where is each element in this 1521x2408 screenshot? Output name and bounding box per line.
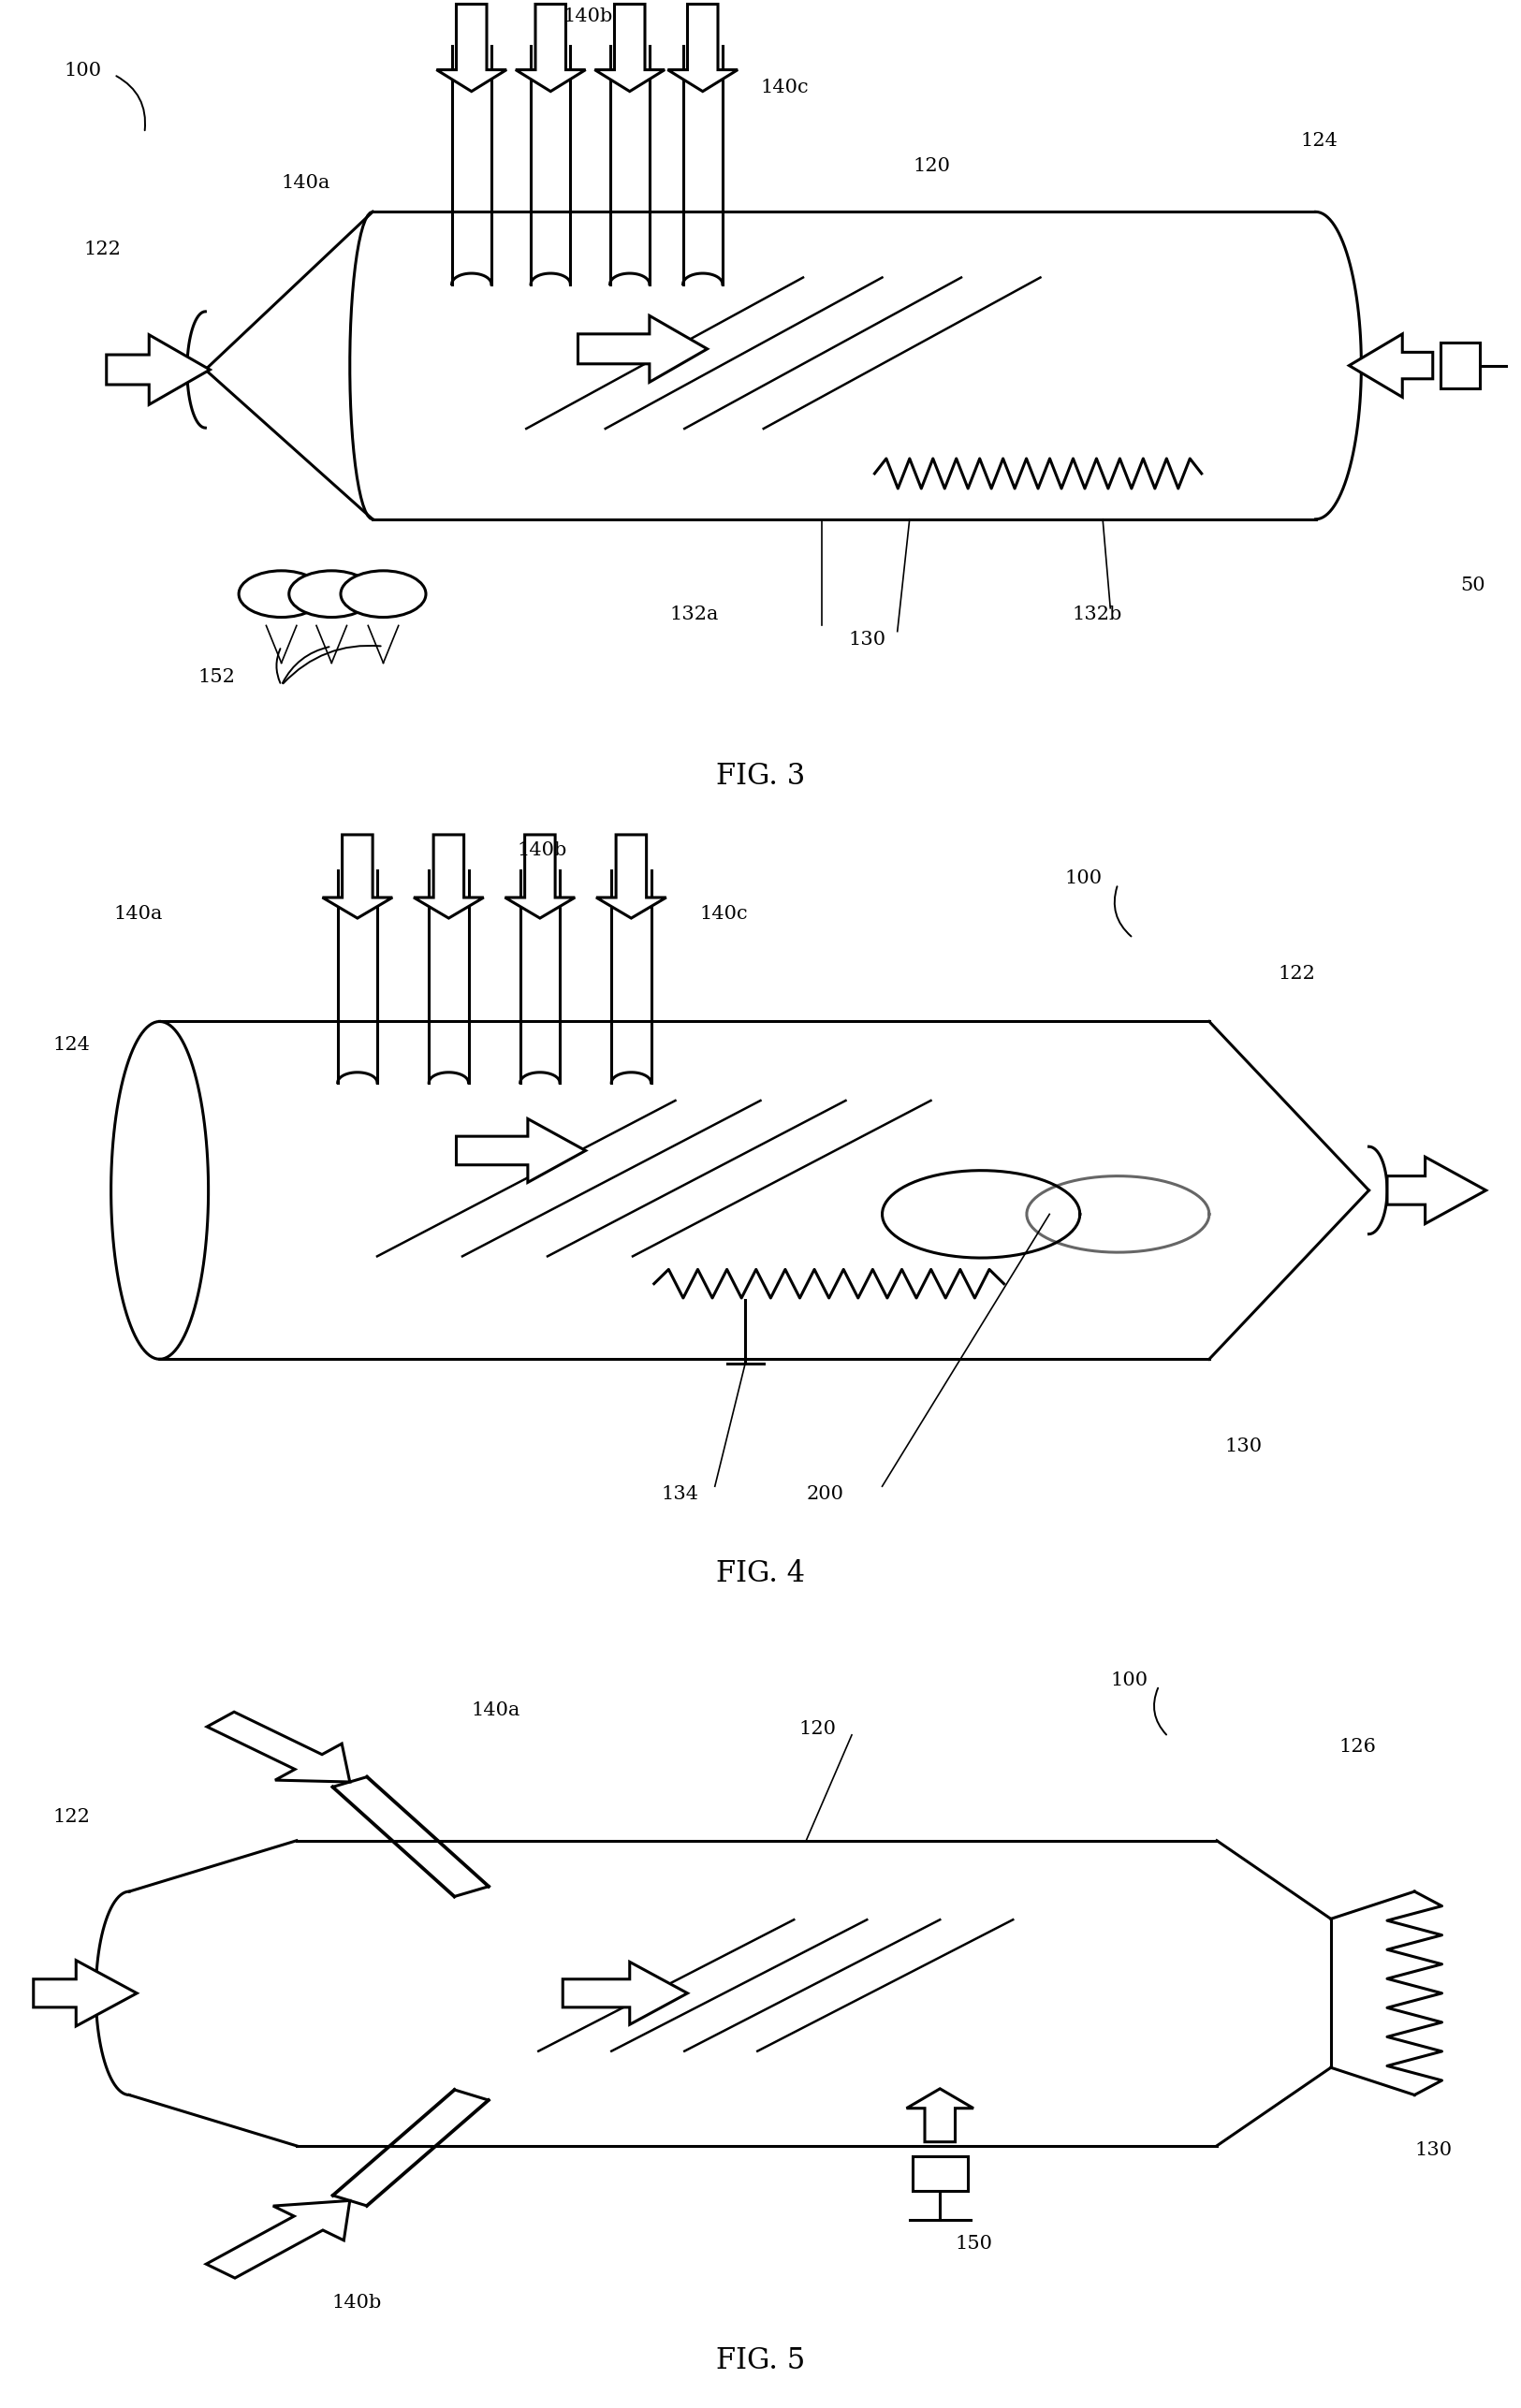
Text: 100: 100: [64, 63, 102, 79]
Text: FIG. 3: FIG. 3: [716, 763, 805, 792]
Polygon shape: [505, 836, 575, 917]
Polygon shape: [1387, 1156, 1486, 1223]
Text: 140b: 140b: [517, 843, 567, 860]
Text: 132b: 132b: [1072, 607, 1122, 624]
Polygon shape: [563, 1963, 687, 2025]
Text: 122: 122: [53, 1808, 91, 1825]
Bar: [913, 2155, 967, 2191]
Text: 140a: 140a: [472, 1700, 520, 1719]
Polygon shape: [437, 5, 506, 92]
Text: 122: 122: [84, 241, 122, 258]
Text: 120: 120: [913, 157, 951, 176]
Text: 200: 200: [806, 1486, 844, 1503]
Text: 132a: 132a: [669, 607, 718, 624]
Polygon shape: [595, 5, 665, 92]
Text: 134: 134: [662, 1486, 700, 1503]
Circle shape: [341, 571, 426, 616]
Text: FIG. 5: FIG. 5: [716, 2345, 805, 2377]
Text: 140a: 140a: [114, 905, 163, 922]
Polygon shape: [578, 315, 707, 383]
Text: 140b: 140b: [563, 7, 613, 26]
Text: 100: 100: [1110, 1671, 1148, 1688]
Polygon shape: [33, 1960, 137, 2025]
Polygon shape: [907, 2088, 973, 2143]
Text: 140c: 140c: [700, 905, 748, 922]
Text: 124: 124: [1300, 132, 1338, 149]
Polygon shape: [322, 836, 392, 917]
Text: FIG. 4: FIG. 4: [716, 1560, 805, 1589]
Text: 140a: 140a: [281, 173, 330, 193]
Text: 130: 130: [1415, 2141, 1453, 2158]
Polygon shape: [596, 836, 666, 917]
Circle shape: [239, 571, 324, 616]
Text: 50: 50: [1460, 578, 1484, 595]
Text: 126: 126: [1338, 1739, 1377, 1755]
Text: 150: 150: [955, 2235, 993, 2251]
Polygon shape: [456, 1120, 586, 1182]
Polygon shape: [106, 335, 210, 405]
Polygon shape: [516, 5, 586, 92]
Bar: [1440, 342, 1480, 388]
Circle shape: [289, 571, 374, 616]
Polygon shape: [1349, 335, 1433, 397]
Text: 140b: 140b: [332, 2292, 382, 2312]
Polygon shape: [207, 2201, 350, 2278]
Text: 100: 100: [1065, 869, 1103, 886]
Text: 130: 130: [1224, 1438, 1262, 1454]
Text: 130: 130: [849, 631, 887, 648]
Text: 122: 122: [1278, 966, 1316, 982]
Polygon shape: [207, 1712, 350, 1782]
Polygon shape: [414, 836, 484, 917]
Text: 120: 120: [799, 1719, 837, 1739]
Text: 140c: 140c: [760, 79, 809, 96]
Text: 152: 152: [198, 667, 236, 686]
Polygon shape: [668, 5, 738, 92]
Text: 124: 124: [53, 1035, 91, 1055]
